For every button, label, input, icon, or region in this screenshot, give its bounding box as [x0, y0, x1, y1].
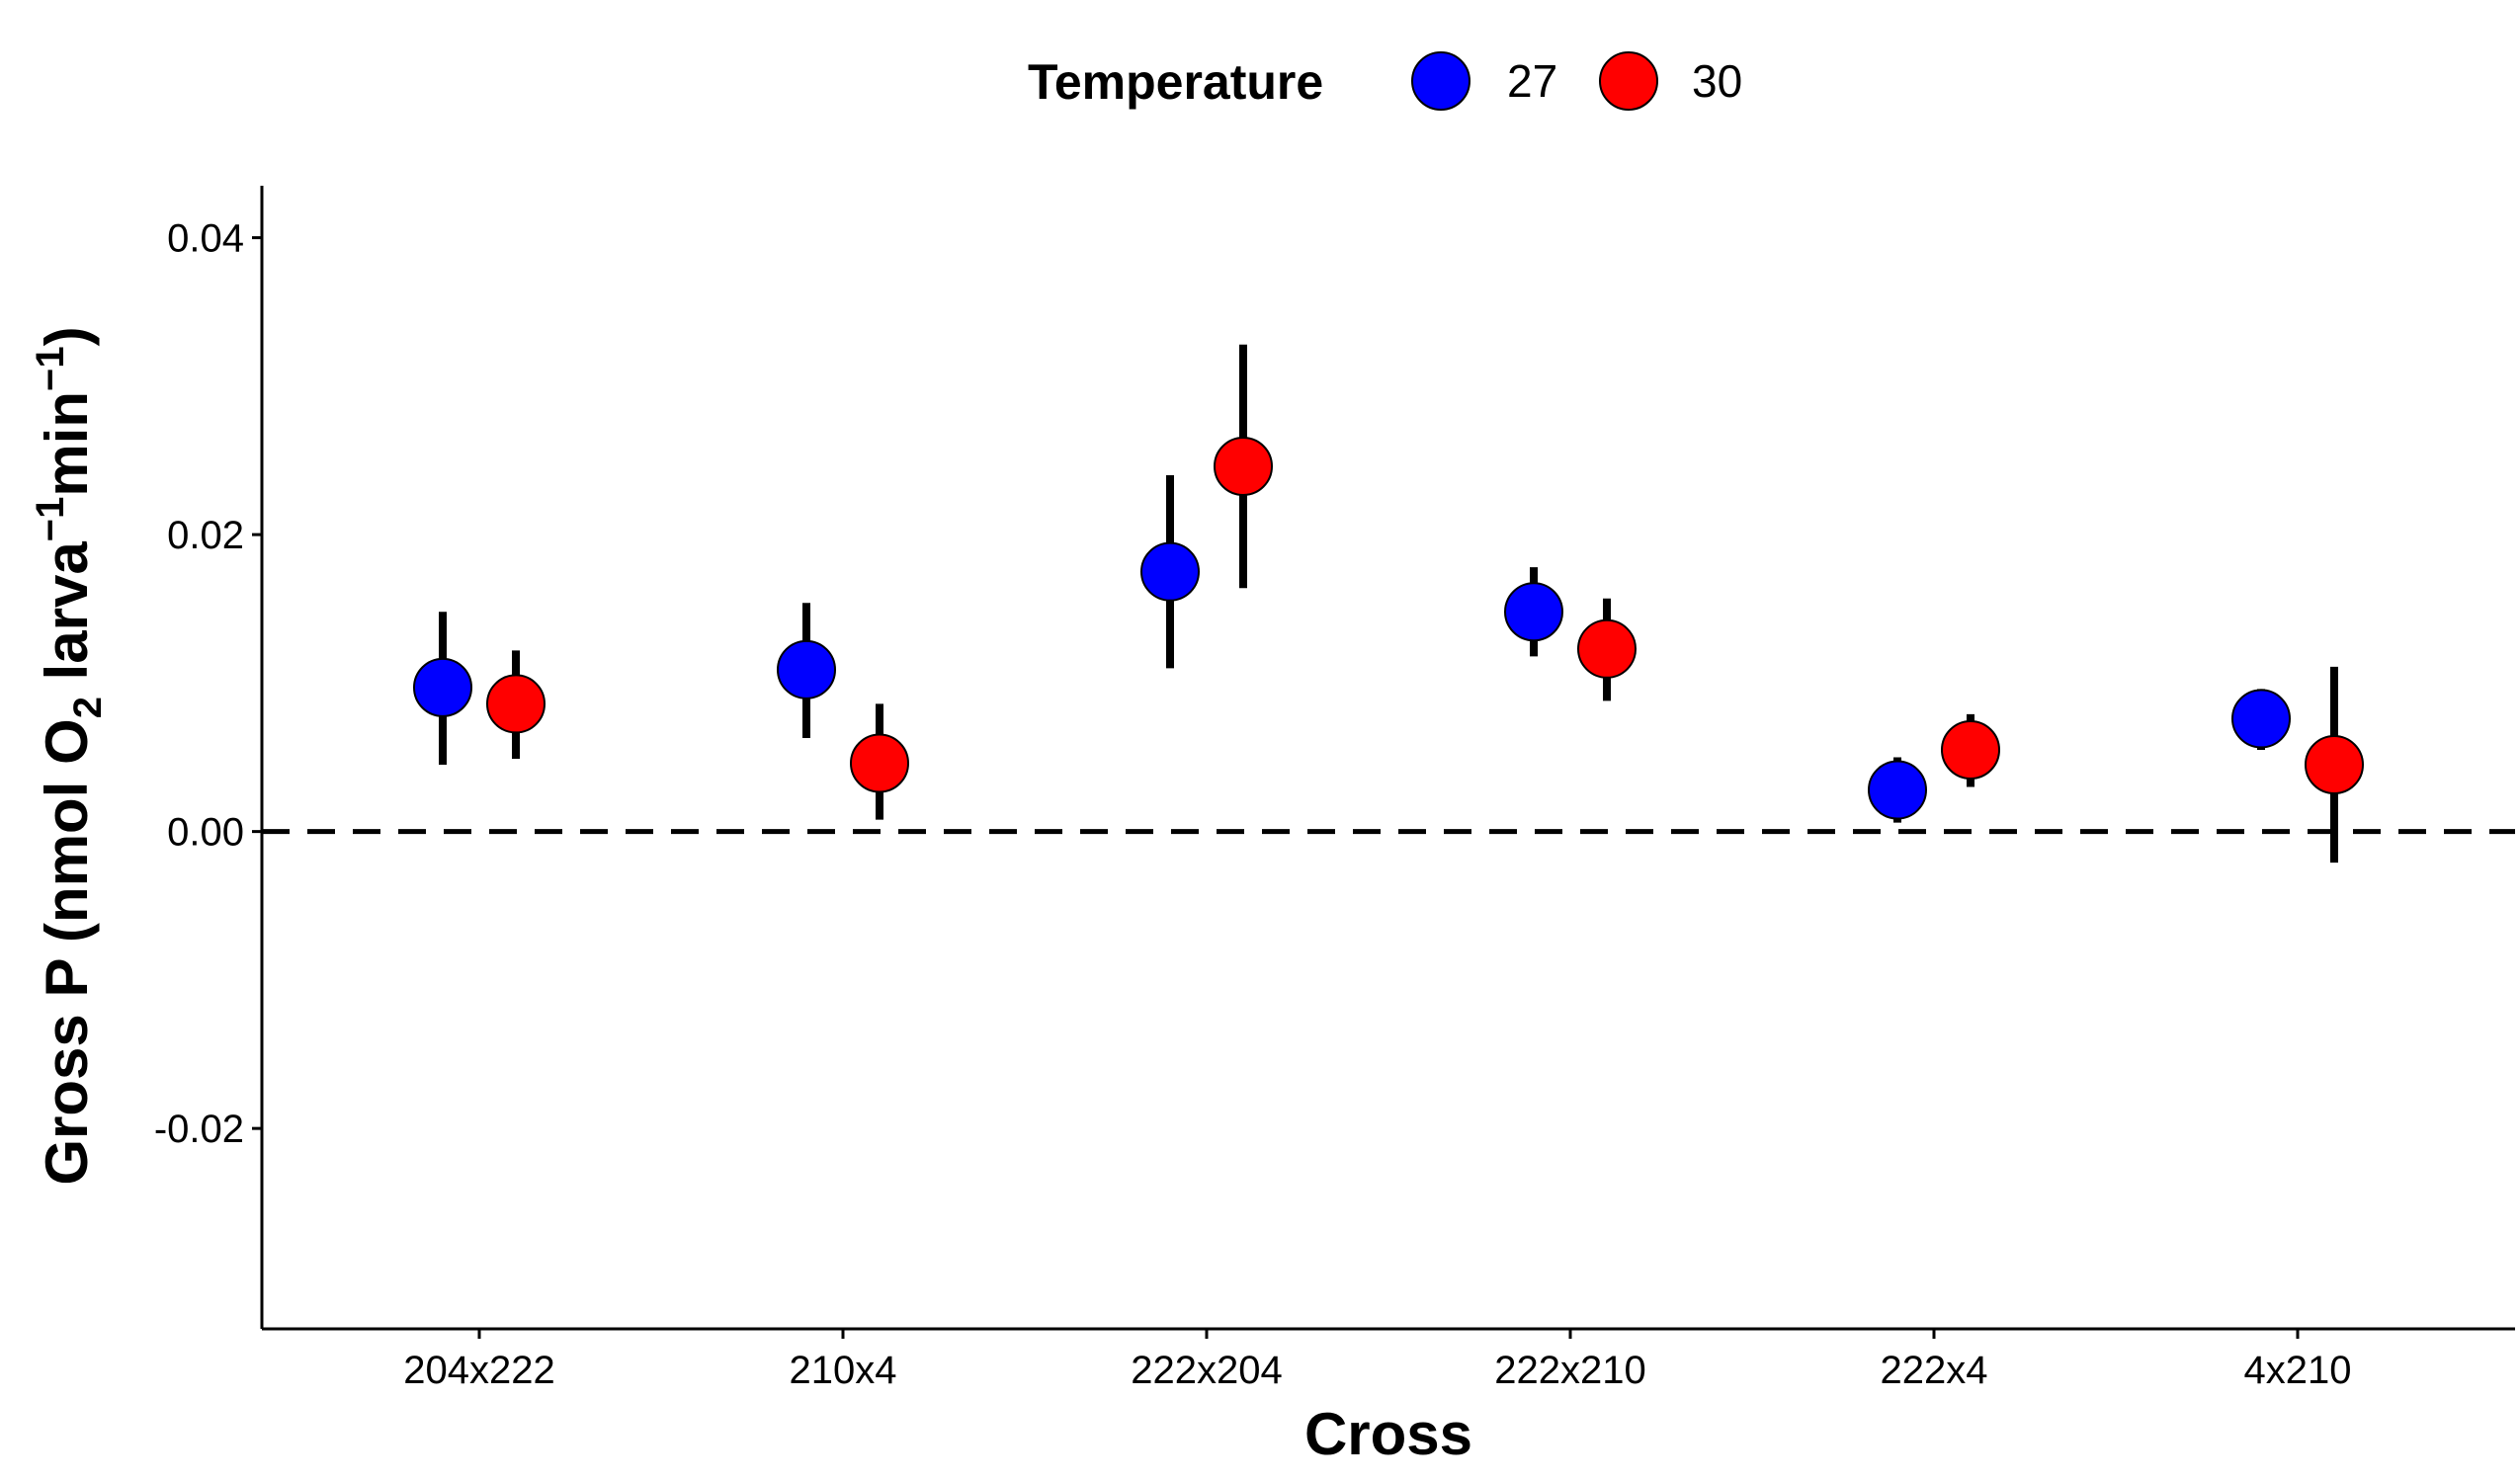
y-axis-title: Gross P (nmol O2 larva−1min−1) — [29, 326, 110, 1185]
x-axis-ticks: 204x222 210x4 222x204 222x210 222x4 4x210 — [403, 1329, 2351, 1392]
point-30 — [486, 674, 546, 734]
x-tick-label: 4x210 — [2244, 1349, 2352, 1392]
point-27 — [777, 639, 836, 700]
x-tick-label: 222x204 — [1131, 1349, 1282, 1392]
y-tick-label: 0.00 — [167, 811, 244, 855]
x-tick-label: 204x222 — [403, 1349, 554, 1392]
legend-key-30 — [1599, 51, 1658, 111]
legend-label-30: 30 — [1692, 55, 1742, 107]
x-tick-label: 222x210 — [1494, 1349, 1645, 1392]
legend-label-27: 27 — [1507, 55, 1557, 107]
y-tick-label: -0.02 — [154, 1108, 244, 1151]
legend: Temperature 27 30 — [1028, 51, 1742, 111]
legend-key-27 — [1411, 51, 1470, 111]
x-axis-title: Cross — [1304, 1401, 1472, 1467]
x-tick-label: 210x4 — [790, 1349, 897, 1392]
point-30 — [2305, 735, 2364, 795]
point-27 — [2231, 689, 2291, 749]
y-axis-ticks: -0.02 0.00 0.02 0.04 — [154, 217, 262, 1151]
point-30 — [1214, 436, 1273, 496]
point-30 — [1577, 618, 1637, 679]
y-tick-label: 0.04 — [167, 217, 244, 261]
point-27 — [1140, 541, 1200, 602]
point-30 — [1941, 719, 2000, 780]
point-27 — [1868, 760, 1927, 820]
y-tick-label: 0.02 — [167, 514, 244, 557]
legend-title: Temperature — [1028, 54, 1323, 110]
x-tick-label: 222x4 — [1881, 1349, 1988, 1392]
data-marks — [413, 344, 2364, 864]
point-27 — [413, 657, 472, 717]
point-27 — [1504, 582, 1563, 642]
point-30 — [850, 733, 909, 793]
